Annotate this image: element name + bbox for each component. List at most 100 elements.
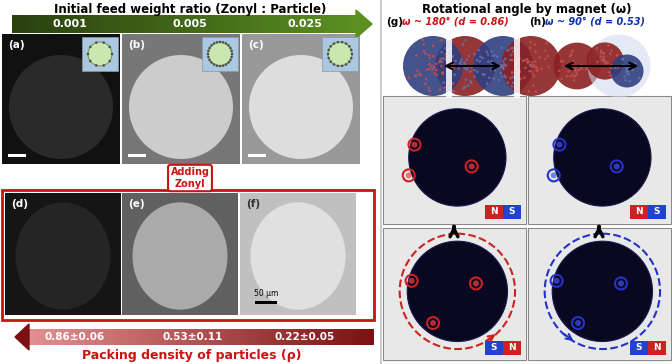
Circle shape (547, 55, 549, 58)
Circle shape (627, 68, 630, 71)
Circle shape (626, 67, 628, 70)
Circle shape (493, 77, 495, 80)
Circle shape (481, 57, 484, 59)
Circle shape (464, 64, 466, 67)
Circle shape (441, 72, 444, 74)
Bar (185, 15, 190, 33)
Bar (94, 15, 99, 33)
Circle shape (503, 74, 506, 77)
Circle shape (556, 142, 562, 148)
Circle shape (574, 74, 577, 77)
Circle shape (87, 53, 89, 55)
Bar (383, 228, 526, 360)
Circle shape (210, 61, 213, 64)
Bar (128, 154, 146, 157)
Circle shape (89, 46, 91, 48)
Circle shape (530, 64, 533, 67)
Circle shape (415, 74, 417, 77)
Bar (206, 329, 210, 345)
Circle shape (528, 70, 531, 72)
Circle shape (403, 36, 463, 96)
Circle shape (450, 68, 453, 71)
Bar (353, 15, 358, 33)
Circle shape (575, 320, 581, 326)
Circle shape (490, 65, 493, 67)
Text: Rotational angle by magnet (ω): Rotational angle by magnet (ω) (422, 3, 632, 16)
Bar (253, 329, 257, 345)
Circle shape (227, 61, 230, 64)
Circle shape (501, 64, 504, 67)
Bar (317, 329, 322, 345)
Bar (529, 229, 670, 359)
Circle shape (210, 44, 213, 47)
Circle shape (622, 58, 624, 61)
Bar (133, 15, 138, 33)
Circle shape (450, 47, 452, 50)
Circle shape (409, 109, 506, 206)
Circle shape (512, 50, 514, 53)
Bar (46, 15, 52, 33)
Circle shape (587, 42, 624, 80)
Circle shape (345, 42, 347, 45)
Circle shape (569, 55, 571, 58)
Circle shape (406, 173, 412, 178)
Circle shape (610, 66, 613, 69)
Circle shape (445, 53, 448, 56)
Circle shape (435, 36, 495, 96)
Bar (60, 15, 65, 33)
Circle shape (470, 65, 473, 68)
Bar (334, 329, 339, 345)
Circle shape (628, 73, 630, 76)
Circle shape (610, 74, 612, 77)
Bar (115, 329, 120, 345)
Bar (328, 15, 333, 33)
Bar (103, 15, 108, 33)
Bar (124, 15, 129, 33)
Circle shape (108, 46, 111, 48)
Text: Adding
Zonyl: Adding Zonyl (171, 167, 210, 189)
Circle shape (435, 63, 437, 65)
Circle shape (530, 41, 532, 43)
Bar (38, 15, 43, 33)
Circle shape (468, 55, 470, 57)
Bar (274, 329, 279, 345)
Circle shape (600, 50, 602, 52)
Circle shape (207, 53, 209, 55)
Circle shape (499, 66, 502, 68)
Circle shape (466, 68, 468, 71)
Circle shape (534, 60, 536, 63)
Circle shape (464, 63, 466, 66)
Circle shape (350, 57, 353, 59)
Circle shape (638, 77, 640, 79)
Bar (323, 15, 328, 33)
Circle shape (465, 68, 468, 71)
Circle shape (493, 64, 495, 67)
Circle shape (444, 86, 446, 89)
Circle shape (501, 65, 504, 68)
Circle shape (460, 60, 462, 63)
Circle shape (427, 86, 430, 89)
Circle shape (345, 63, 347, 66)
Circle shape (532, 65, 534, 68)
Circle shape (526, 61, 529, 64)
Circle shape (440, 51, 443, 54)
Circle shape (445, 56, 448, 58)
Circle shape (523, 76, 526, 79)
Circle shape (510, 54, 513, 56)
Circle shape (552, 241, 653, 341)
Bar (300, 329, 304, 345)
Bar (136, 329, 141, 345)
Circle shape (230, 53, 233, 55)
Bar (321, 329, 326, 345)
Circle shape (624, 79, 627, 82)
Bar (129, 15, 134, 33)
Circle shape (625, 71, 628, 73)
Circle shape (574, 64, 577, 67)
Bar (51, 15, 56, 33)
Circle shape (517, 72, 519, 75)
Bar (190, 15, 194, 33)
Bar (287, 329, 292, 345)
Bar (332, 15, 337, 33)
Circle shape (611, 64, 613, 67)
Circle shape (621, 58, 624, 60)
